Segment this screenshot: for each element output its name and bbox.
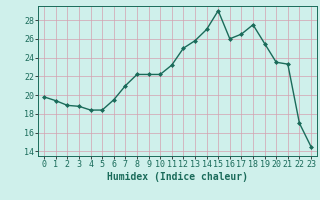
X-axis label: Humidex (Indice chaleur): Humidex (Indice chaleur) [107,172,248,182]
